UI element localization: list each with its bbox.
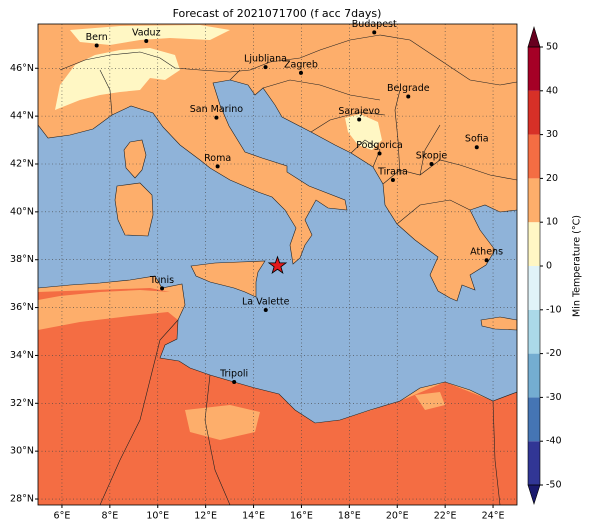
y-tick-label: 40°N (10, 206, 34, 217)
borders (59, 34, 517, 505)
city-dot (94, 43, 99, 48)
map-frame (37, 23, 518, 506)
sea (38, 80, 517, 423)
colorbar-over (527, 25, 541, 48)
hot-zone (38, 288, 517, 505)
city-dot (484, 258, 489, 263)
y-tick-label: 28°N (10, 494, 34, 505)
city-label: Athens (470, 247, 503, 258)
city-label: Ljubljana (244, 54, 287, 65)
y-tick-label: 46°N (10, 63, 34, 74)
y-tick-label: 30°N (10, 446, 34, 457)
x-tick-label: 22°E (434, 511, 457, 522)
colorbar-tick-label: 40 (546, 85, 558, 96)
city-label: San Marino (190, 104, 243, 115)
colorbar-bin (528, 397, 540, 442)
colorbar-tick-label: 50 (546, 42, 558, 53)
x-tick-label: 6°E (54, 511, 71, 522)
city-label: Podgorica (356, 140, 403, 151)
city-label: Sarajevo (338, 106, 380, 117)
coastline (38, 79, 517, 424)
colorbar-bin (528, 309, 540, 354)
location-marker (267, 255, 288, 274)
city-dot (429, 161, 434, 166)
x-tick-label: 12°E (194, 511, 217, 522)
colorbar-bin (528, 134, 540, 179)
city-label: Tripoli (219, 368, 248, 379)
city-label: Tirana (377, 167, 408, 178)
y-tick-label: 38°N (10, 254, 34, 265)
y-tick-label: 34°N (10, 350, 34, 361)
city-label: Bern (86, 32, 108, 43)
city-label: Tunis (149, 275, 174, 286)
colorbar-under (527, 484, 541, 505)
colorbar-bin (528, 353, 540, 398)
city-label: Zagreb (284, 59, 318, 70)
x-tick-label: 18°E (338, 511, 361, 522)
city-label: Skopje (416, 150, 448, 161)
city-label: La Valette (242, 296, 290, 307)
colorbar-bin (528, 178, 540, 223)
y-tick-label: 42°N (10, 158, 34, 169)
city-label: Vaduz (132, 27, 161, 38)
y-tick-label: 32°N (10, 398, 34, 409)
city-dot (357, 117, 362, 122)
islands (114, 139, 517, 331)
x-tick-label: 16°E (290, 511, 313, 522)
city-dot (263, 307, 268, 312)
city-dot (144, 38, 149, 43)
city-label: Sofia (465, 134, 489, 145)
x-tick-label: 10°E (146, 511, 169, 522)
city-dot (372, 30, 377, 35)
cool-zone (55, 25, 382, 150)
city-dot (377, 151, 382, 156)
city-dot (390, 178, 395, 183)
city-dot (474, 145, 479, 150)
colorbar-tick-label: 10 (546, 217, 558, 228)
city-dot (215, 164, 220, 169)
colorbar-bin (528, 441, 540, 485)
colorbar-bin (528, 47, 540, 91)
city-dot (214, 115, 219, 120)
x-tick-label: 20°E (386, 511, 409, 522)
colorbar-tick-label: 20 (546, 173, 558, 184)
x-tick-label: 24°E (482, 511, 505, 522)
y-tick-label: 36°N (10, 302, 34, 313)
city-dot (298, 70, 303, 75)
colorbar-bin (528, 222, 540, 266)
city-label: Roma (204, 153, 231, 164)
colorbar-tick-label: -20 (546, 348, 562, 359)
mild-patch (185, 392, 445, 440)
colorbar-bin (528, 90, 540, 135)
x-tick-label: 14°E (242, 511, 265, 522)
colorbar-tick-label: -10 (546, 304, 562, 315)
city-dot (263, 65, 268, 70)
map-layers (38, 24, 517, 505)
grid (38, 24, 517, 505)
colorbar-tick-label: -40 (546, 436, 562, 447)
colorbar-tick-label: -50 (546, 480, 562, 491)
x-tick-label: 8°E (101, 511, 118, 522)
colorbar-bin (528, 266, 540, 310)
city-label: Budapest (352, 19, 397, 30)
city-dot (160, 286, 165, 291)
colorbar-tick-label: 0 (546, 261, 552, 272)
y-tick-label: 44°N (10, 111, 34, 122)
title: Forecast of 2021071700 (f acc 7days) (173, 7, 382, 20)
city-dot (406, 94, 411, 99)
city-label: Belgrade (387, 83, 430, 94)
city-dot (232, 379, 237, 384)
colorbar-label: Min Temperature (°C) (572, 215, 583, 317)
colorbar-tick-label: -30 (546, 392, 562, 403)
colorbar-tick-label: 30 (546, 129, 558, 140)
